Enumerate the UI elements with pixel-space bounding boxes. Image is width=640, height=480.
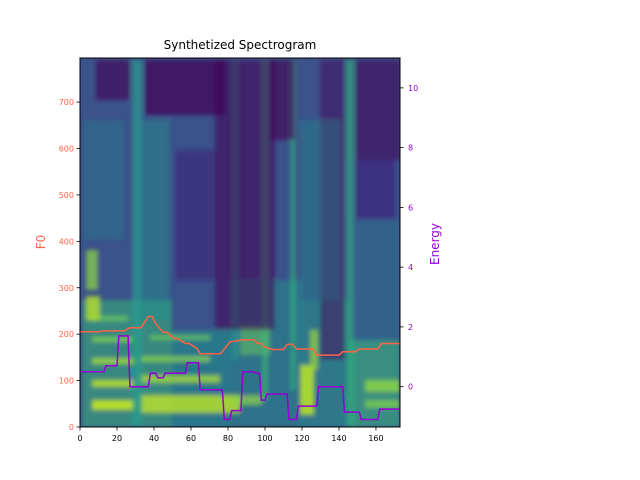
x-tick-label: 160: [368, 434, 383, 443]
left-tick-label: 200: [59, 330, 74, 339]
right-tick-label: 4: [408, 263, 413, 272]
x-tick-label: 20: [112, 434, 122, 443]
x-tick-label: 120: [294, 434, 309, 443]
right-axis-label: Energy: [428, 223, 442, 265]
x-tick-label: 0: [77, 434, 82, 443]
series-line-f0: [80, 315, 400, 356]
left-tick-label: 300: [59, 284, 74, 293]
right-tick-label: 2: [408, 323, 413, 332]
left-tick-label: 400: [59, 237, 74, 246]
series-layer: [80, 315, 400, 421]
series-line-energy: [80, 335, 400, 421]
x-tick-label: 60: [186, 434, 196, 443]
right-tick-label: 8: [408, 144, 413, 153]
left-axis-label: F0: [34, 235, 48, 250]
chart-title: Synthetized Spectrogram: [164, 38, 317, 52]
left-tick-label: 600: [59, 145, 74, 154]
plot-frame: [79, 57, 401, 428]
left-tick-label: 0: [69, 423, 74, 432]
x-axis: 0 20 40 60 80 100 120 140 160: [77, 427, 384, 443]
right-tick-label: 6: [408, 203, 413, 212]
right-tick-label: 0: [408, 383, 413, 392]
left-tick-label: 700: [59, 98, 74, 107]
x-tick-label: 40: [149, 434, 159, 443]
left-tick-label: 100: [59, 377, 74, 386]
x-tick-label: 140: [331, 434, 346, 443]
left-tick-label: 500: [59, 191, 74, 200]
right-tick-label: 10: [408, 84, 418, 93]
x-tick-label: 100: [257, 434, 272, 443]
right-y-axis: 0 2 4 6 8 10: [400, 84, 418, 392]
x-tick-label: 80: [223, 434, 233, 443]
left-y-axis: 0 100 200 300 400 500 600 700: [59, 98, 80, 432]
spectrogram-heatmap: [80, 58, 400, 427]
